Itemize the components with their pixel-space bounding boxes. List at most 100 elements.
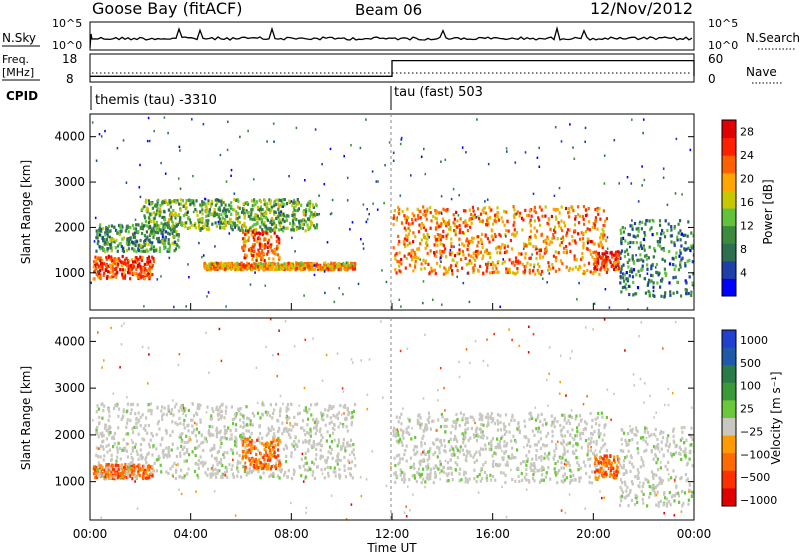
echo-cell	[394, 257, 397, 261]
echo-cell	[215, 407, 218, 411]
echo-cell	[459, 411, 462, 415]
echo-cell	[226, 208, 229, 212]
echo-cell	[129, 418, 132, 422]
echo-cell	[98, 463, 101, 467]
echo-cell	[343, 155, 345, 158]
echo-cell	[504, 463, 507, 467]
echo-cell	[273, 450, 276, 454]
echo-cell	[652, 281, 655, 285]
echo-cell	[639, 220, 641, 223]
echo-cell	[454, 427, 457, 431]
echo-cell	[223, 262, 226, 266]
echo-cell	[264, 204, 268, 208]
echo-cell	[631, 270, 634, 274]
echo-cell	[565, 476, 568, 480]
echo-cell	[465, 221, 468, 225]
echo-cell	[354, 263, 357, 267]
echo-cell	[578, 214, 582, 218]
echo-cell	[351, 221, 354, 224]
echo-cell	[165, 470, 168, 474]
echo-cell	[501, 261, 504, 265]
echo-cell	[505, 250, 508, 254]
echo-cell	[220, 200, 223, 204]
echo-cell	[438, 264, 442, 268]
echo-cell	[263, 447, 266, 452]
echo-cell	[481, 245, 484, 250]
echo-cell	[430, 269, 434, 273]
echo-cell	[623, 273, 626, 277]
echo-cell	[243, 247, 246, 251]
echo-cell	[105, 466, 108, 470]
echo-cell	[263, 246, 266, 250]
echo-cell	[533, 462, 536, 466]
echo-cell	[229, 220, 232, 224]
echo-cell	[627, 232, 630, 237]
echo-cell	[286, 430, 289, 434]
echo-cell	[263, 458, 266, 462]
echo-cell	[318, 429, 321, 433]
echo-cell	[412, 269, 415, 273]
echo-cell	[595, 442, 598, 446]
echo-cell	[565, 206, 568, 211]
echo-cell	[270, 425, 274, 429]
echo-cell	[193, 469, 197, 474]
echo-cell	[482, 254, 485, 258]
echo-cell	[104, 476, 107, 480]
echo-cell	[392, 246, 395, 250]
echo-cell	[112, 239, 115, 243]
echo-cell	[215, 435, 218, 439]
echo-cell	[230, 261, 233, 266]
echo-cell	[277, 419, 280, 423]
echo-cell	[223, 455, 226, 460]
echo-cell	[437, 238, 440, 242]
echo-cell	[264, 229, 267, 233]
echo-cell	[139, 415, 142, 419]
echo-cell	[143, 277, 147, 281]
echo-cell	[642, 237, 646, 241]
echo-cell	[218, 208, 221, 212]
echo-cell	[414, 235, 417, 239]
echo-cell	[216, 462, 219, 467]
echo-cell	[445, 234, 448, 238]
echo-cell	[575, 414, 578, 418]
echo-cell	[130, 461, 133, 465]
echo-cell	[169, 226, 172, 230]
echo-cell	[242, 465, 245, 469]
echo-cell	[584, 230, 587, 234]
echo-cell	[424, 261, 427, 265]
echo-cell	[201, 226, 204, 230]
echo-cell	[199, 420, 202, 424]
echo-cell	[170, 408, 174, 412]
echo-cell	[119, 268, 122, 272]
echo-cell	[105, 229, 108, 233]
echo-cell	[513, 263, 516, 267]
echo-cell	[259, 452, 262, 456]
echo-cell	[620, 290, 623, 294]
echo-cell	[260, 466, 263, 471]
echo-cell	[314, 267, 317, 271]
echo-cell	[244, 264, 247, 268]
echo-cell	[472, 209, 475, 213]
echo-cell	[535, 443, 538, 447]
echo-cell	[569, 123, 571, 126]
echo-cell	[493, 219, 496, 223]
echo-cell	[398, 264, 401, 268]
echo-cell	[214, 267, 217, 271]
echo-cell	[95, 431, 98, 435]
echo-cell	[433, 243, 436, 247]
echo-cell	[221, 216, 224, 220]
echo-cell	[211, 407, 214, 411]
echo-cell	[277, 443, 280, 447]
echo-cell	[268, 245, 271, 249]
echo-cell	[144, 267, 147, 271]
echo-cell	[403, 242, 406, 246]
echo-cell	[426, 243, 429, 247]
echo-cell	[637, 246, 640, 250]
echo-cell	[680, 294, 683, 298]
echo-cell	[101, 431, 104, 435]
echo-cell	[215, 456, 218, 460]
echo-cell	[156, 206, 159, 210]
echo-cell	[422, 258, 425, 262]
echo-cell	[458, 237, 461, 241]
echo-cell	[304, 451, 307, 455]
